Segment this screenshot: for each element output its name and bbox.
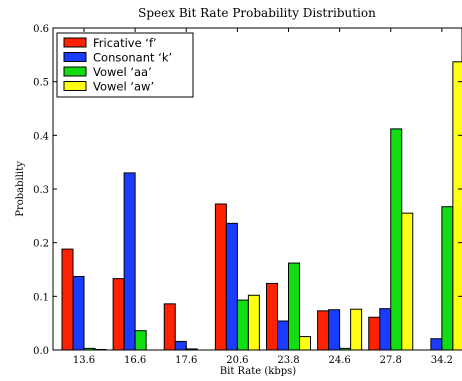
x-tick-label: 16.6 (124, 355, 146, 366)
y-tick-label: 0.1 (33, 292, 49, 303)
bar (441, 206, 454, 351)
x-tick-label: 27.8 (380, 355, 402, 366)
bar (288, 262, 300, 351)
bar (339, 347, 352, 351)
chart-title: Speex Bit Rate Probability Distribution (138, 6, 376, 20)
bar (72, 275, 85, 351)
y-tick-label: 0.4 (33, 131, 49, 142)
legend-swatch (63, 37, 87, 48)
bars-group (61, 61, 462, 351)
legend-swatch (63, 81, 87, 91)
bar (379, 308, 392, 351)
legend-swatch (63, 52, 87, 62)
bar (430, 338, 443, 351)
y-tick-label: 0.0 (33, 346, 49, 357)
y-axis: 0.0 0.1 0.2 0.3 0.4 0.5 0.6 (33, 24, 462, 357)
x-tick-label: 13.6 (73, 355, 95, 366)
x-tick-label: 17.6 (175, 355, 197, 366)
y-axis-label: Probability (15, 161, 26, 217)
bar (236, 299, 249, 351)
legend: Fricative ‘f’Consonant ‘k’Vowel ‘aa’Vowe… (56, 32, 194, 98)
x-tick-label: 20.6 (226, 355, 248, 366)
legend-label: Vowel ‘aw’ (93, 80, 154, 94)
bar (368, 316, 381, 351)
bar (277, 320, 289, 351)
legend-label: Fricative ‘f’ (93, 36, 157, 50)
x-tick-label: 24.6 (328, 355, 350, 366)
x-axis-label: Bit Rate (kbps) (220, 366, 296, 377)
bar (225, 222, 238, 351)
legend-label: Vowel ‘aa’ (93, 65, 152, 79)
bar (266, 282, 278, 351)
y-tick-label: 0.5 (33, 78, 49, 89)
bar (83, 347, 96, 351)
x-tick-label: 34.2 (431, 355, 453, 366)
x-axis: 13.6 16.6 17.6 20.6 23.8 24.6 27.8 34.2 (73, 28, 453, 366)
x-tick-label: 23.8 (277, 355, 299, 366)
bar (94, 348, 107, 351)
bar (401, 212, 414, 351)
bar (247, 294, 260, 351)
legend-label: Consonant ‘k’ (93, 51, 172, 65)
bar (185, 348, 198, 351)
y-tick-label: 0.2 (33, 239, 49, 250)
bar (328, 309, 341, 351)
bar (214, 203, 227, 351)
bar (61, 248, 74, 351)
bar (163, 303, 176, 351)
bar (112, 278, 125, 351)
bar (134, 330, 147, 351)
bar (390, 128, 403, 351)
bar (452, 61, 462, 351)
bar (317, 310, 330, 351)
bar (299, 336, 311, 351)
y-tick-label: 0.3 (33, 185, 49, 196)
bar (174, 340, 187, 351)
bar (123, 172, 136, 351)
legend-swatch (63, 66, 87, 77)
y-tick-label: 0.6 (33, 24, 49, 35)
bar (350, 308, 363, 351)
